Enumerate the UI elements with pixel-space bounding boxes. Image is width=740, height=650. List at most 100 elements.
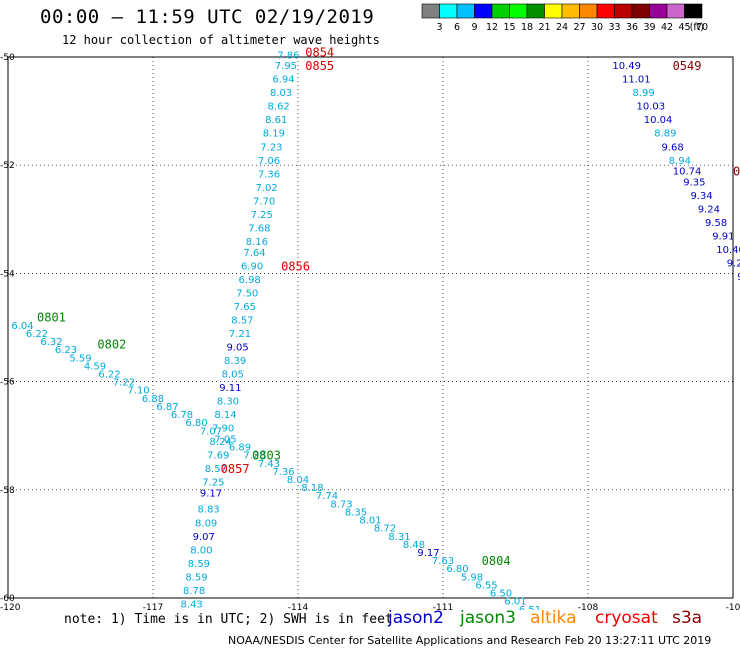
colorbar-swatch xyxy=(684,3,703,19)
x-tick-label: -120 xyxy=(0,603,21,610)
swh-value-s3a: 8.89 xyxy=(654,129,676,140)
y-tick-label: -54 xyxy=(0,269,15,279)
swh-value-jason3: 6.23 xyxy=(55,345,77,356)
track-time-label: 0803 xyxy=(252,449,281,463)
swh-value-cryosat: 8.57 xyxy=(205,464,227,475)
swh-value-cryosat: 7.86 xyxy=(277,50,299,61)
swh-value-cryosat: 8.39 xyxy=(224,356,246,367)
colorbar-label: 36 xyxy=(626,22,638,33)
track-time-label: 0856 xyxy=(281,259,310,273)
swh-value-cryosat: 8.05 xyxy=(222,369,244,380)
swh-value-jason3: 4.59 xyxy=(84,361,106,372)
swh-value-s3a: 9.58 xyxy=(705,218,727,229)
swh-value-cryosat: 7.23 xyxy=(260,142,282,153)
swh-value-jason3: 9.17 xyxy=(417,548,439,559)
plot-frame xyxy=(7,56,734,599)
swh-value-s3a: 10.03 xyxy=(637,102,666,113)
y-tick-label: -52 xyxy=(0,161,15,171)
swh-value-s3a: 9.35 xyxy=(683,177,705,188)
track-time-label: 0549 xyxy=(673,59,702,73)
swh-value-cryosat: 7.25 xyxy=(251,210,273,221)
swh-value-jason3: 8.31 xyxy=(388,532,410,543)
swh-value-jason3: 6.51 xyxy=(519,605,541,610)
colorbar-label: 30 xyxy=(591,22,603,33)
swh-value-s3a: 9.3 xyxy=(737,272,740,283)
swh-value-s3a: 9.91 xyxy=(712,232,734,243)
map-title: 00:00 – 11:59 UTC 02/19/2019 xyxy=(40,6,375,28)
swh-value-cryosat: 7.68 xyxy=(248,223,270,234)
swh-value-jason3: 6.89 xyxy=(229,443,251,454)
swh-value-s3a: 9.24 xyxy=(698,204,720,215)
x-tick-label: -114 xyxy=(288,603,309,610)
colorbar-label: 21 xyxy=(538,22,550,33)
swh-value-cryosat: 8.78 xyxy=(183,586,205,597)
plot-area: -50 -52 -54 -56 -58 -60-120 -117 -114 -111 -108 -1… xyxy=(0,46,740,610)
y-tick-label: -50 xyxy=(0,53,15,63)
swh-value-cryosat: 7.65 xyxy=(234,302,256,313)
swh-value-jason3: 6.55 xyxy=(475,580,497,591)
swh-value-jason3: 5.59 xyxy=(69,353,91,364)
swh-value-s3a: 10.49 xyxy=(612,61,641,72)
track-time-label: 0857 xyxy=(221,462,250,476)
swh-value-jason3: 6.22 xyxy=(98,369,120,380)
swh-value-jason3: 7.10 xyxy=(127,386,149,397)
swh-value-jason3: 8.35 xyxy=(345,507,367,518)
y-tick-label: -58 xyxy=(0,486,15,496)
legend-altika: altika xyxy=(530,608,577,628)
swh-value-jason3: 6.01 xyxy=(504,597,526,608)
legend-cryosat: cryosat xyxy=(595,608,658,628)
swh-value-jason3: 7.36 xyxy=(272,467,294,478)
swh-value-cryosat: 9.07 xyxy=(193,532,215,543)
x-tick-label: -117 xyxy=(143,603,163,610)
swh-value-jason3: 6.78 xyxy=(171,410,193,421)
swh-value-s3a: 10.40 xyxy=(716,245,740,256)
track-time-label: 0855 xyxy=(305,59,334,73)
x-tick-label: -108 xyxy=(578,603,599,610)
swh-value-cryosat: 7.90 xyxy=(212,424,234,435)
y-tick-label: -60 xyxy=(0,594,15,604)
swh-value-jason3: 8.04 xyxy=(287,475,309,486)
swh-value-jason3: 6.88 xyxy=(142,394,164,405)
credit-line: NOAA/NESDIS Center for Satellite Applica… xyxy=(228,634,712,647)
x-tick-label: -10 xyxy=(726,603,740,610)
swh-value-cryosat: 8.16 xyxy=(246,237,268,248)
swh-value-s3a: 9.34 xyxy=(690,191,712,202)
swh-value-s3a: 8.94 xyxy=(669,156,691,167)
swh-value-cryosat: 8.03 xyxy=(270,88,292,99)
colorbar-label: 39 xyxy=(643,22,655,33)
legend-s3a: s3a xyxy=(672,608,703,628)
track-time-label: 05 xyxy=(733,165,740,179)
legend-jason3: jason3 xyxy=(460,608,516,628)
swh-value-jason3: 6.32 xyxy=(40,337,62,348)
swh-value-cryosat: 8.59 xyxy=(188,559,210,570)
swh-value-cryosat: 8.83 xyxy=(197,505,219,516)
track-time-label: 0854 xyxy=(305,46,334,60)
colorbar-label: 15 xyxy=(503,22,515,33)
swh-value-cryosat: 7.02 xyxy=(255,183,277,194)
swh-value-cryosat: 8.09 xyxy=(195,518,217,529)
colorbar-label: 3 xyxy=(436,22,442,33)
swh-value-s3a: 9.68 xyxy=(661,142,683,153)
swh-value-cryosat: 9.11 xyxy=(219,383,241,394)
swh-value-jason3: 7.63 xyxy=(432,556,454,567)
swh-value-cryosat: 8.00 xyxy=(190,545,212,556)
swh-value-cryosat: 6.90 xyxy=(241,261,263,272)
swh-value-cryosat: 7.36 xyxy=(258,169,280,180)
swh-value-s3a: 8.99 xyxy=(632,88,654,99)
track-time-label: 0802 xyxy=(97,338,126,352)
swh-value-cryosat: 8.24 xyxy=(210,437,232,448)
swh-value-cryosat: 8.30 xyxy=(217,397,239,408)
swh-value-cryosat: 7.21 xyxy=(229,329,251,340)
swh-value-s3a: 9.25 xyxy=(727,259,740,270)
swh-value-cryosat: 8.62 xyxy=(268,102,290,113)
swh-value-jason3: 7.28 xyxy=(243,451,265,462)
swh-value-cryosat: 8.57 xyxy=(231,315,253,326)
swh-value-jason3: 7.43 xyxy=(258,459,280,470)
colorbar-label: 18 xyxy=(521,22,533,33)
track-time-label: 0804 xyxy=(482,554,511,568)
swh-value-jason3: 8.73 xyxy=(330,499,352,510)
swh-value-jason3: 7.07 xyxy=(200,426,222,437)
map-subtitle: 12 hour collection of altimeter wave hei… xyxy=(62,33,380,47)
swh-value-cryosat: 8.19 xyxy=(263,129,285,140)
